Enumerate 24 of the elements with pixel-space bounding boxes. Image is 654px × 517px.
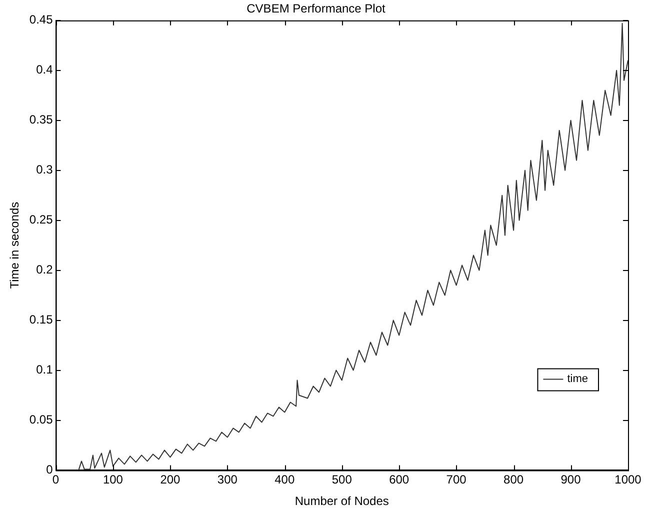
y-tick-label: 0.35 bbox=[29, 112, 54, 127]
x-tick-label: 800 bbox=[504, 472, 524, 487]
chart-title: CVBEM Performance Plot bbox=[246, 2, 386, 16]
y-tick-label: 0.15 bbox=[29, 312, 54, 327]
x-tick-label: 700 bbox=[446, 472, 467, 487]
y-tick-label: 0 bbox=[46, 462, 54, 477]
y-tick-label: 0.3 bbox=[36, 162, 54, 177]
y-tick-label: 0.4 bbox=[36, 62, 54, 77]
y-axis-title: Time in seconds bbox=[8, 202, 22, 289]
y-tick-label: 0.1 bbox=[36, 362, 54, 377]
legend-label: time bbox=[567, 373, 588, 386]
x-axis-title: Number of Nodes bbox=[294, 494, 389, 508]
y-tick-label: 0.05 bbox=[29, 412, 54, 427]
x-tick-label: 200 bbox=[160, 472, 181, 487]
x-tick-label: 1000 bbox=[614, 472, 642, 487]
x-tick-label: 500 bbox=[332, 472, 352, 487]
x-tick-label: 400 bbox=[274, 472, 295, 487]
x-tick-label: 300 bbox=[217, 472, 238, 487]
x-tick-label: 600 bbox=[389, 472, 410, 487]
x-tick-label: 900 bbox=[560, 472, 582, 487]
y-tick-label: 0.2 bbox=[36, 262, 54, 277]
x-tick-label: 100 bbox=[102, 472, 124, 487]
y-tick-label: 0.25 bbox=[29, 212, 54, 227]
y-tick-label: 0.45 bbox=[29, 12, 54, 27]
